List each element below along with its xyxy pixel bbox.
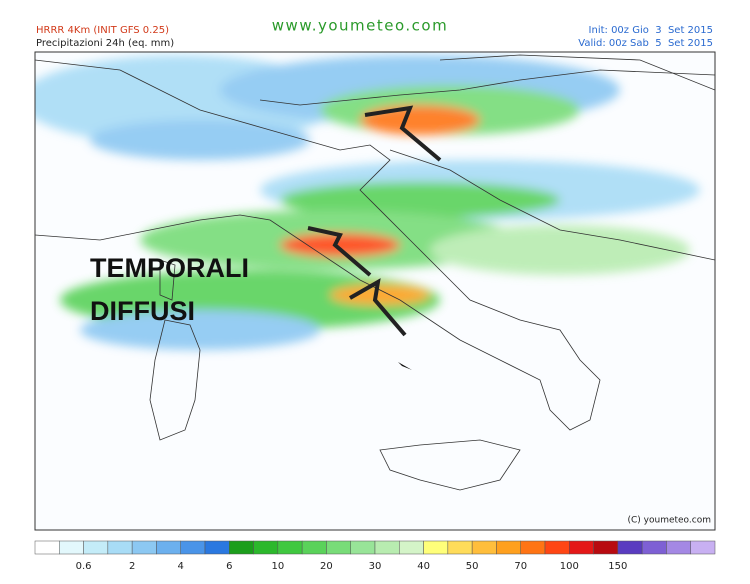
model-label: HRRR 4Km (INIT GFS 0.25) — [36, 25, 169, 36]
colorbar-label: 40 — [417, 561, 430, 572]
colorbar-swatch — [277, 540, 303, 555]
colorbar-swatch — [59, 540, 84, 555]
colorbar-swatch — [666, 540, 691, 555]
colorbar-swatch — [180, 540, 206, 555]
field-label: Precipitazioni 24h (eq. mm) — [36, 38, 174, 49]
colorbar-label: 50 — [466, 561, 479, 572]
colorbar-swatch — [593, 540, 619, 555]
colorbar-swatch — [496, 540, 521, 555]
colorbar-swatch — [301, 540, 327, 555]
colorbar-label: 70 — [514, 561, 527, 572]
colorbar-swatch — [253, 540, 279, 555]
colorbar-swatch — [156, 540, 181, 555]
colorbar-swatch — [83, 540, 109, 555]
colorbar-label: 4 — [178, 561, 184, 572]
colorbar-label: 150 — [608, 561, 627, 572]
colorbar-swatch — [374, 540, 400, 555]
colorbar-swatch — [399, 540, 424, 555]
site-label: www.youmeteo.com — [272, 17, 448, 35]
colorbar-swatch — [690, 540, 716, 555]
colorbar-swatch — [229, 540, 254, 555]
colorbar-swatch — [204, 540, 230, 555]
copyright: (C) youmeteo.com — [627, 516, 711, 526]
map-frame — [34, 51, 716, 531]
colorbar-swatch — [447, 540, 473, 555]
colorbar-label: 100 — [560, 561, 579, 572]
colorbar-swatch — [326, 540, 351, 555]
annotation-line1: TEMPORALI — [90, 253, 249, 283]
colorbar-swatch — [471, 540, 497, 555]
colorbar-label: 2 — [129, 561, 135, 572]
colorbar-swatch — [350, 540, 376, 555]
valid-label: Valid: 00z Sab 5 Set 2015 — [578, 38, 713, 49]
colorbar-swatch — [423, 540, 449, 555]
colorbar-label: 30 — [369, 561, 382, 572]
colorbar-swatch — [520, 540, 546, 555]
colorbar-label: 20 — [320, 561, 333, 572]
annotation-line2: DIFFUSI — [90, 296, 195, 326]
colorbar-swatch — [544, 540, 570, 555]
colorbar-label: 10 — [271, 561, 284, 572]
colorbar-swatch — [107, 540, 133, 555]
init-label: Init: 00z Gio 3 Set 2015 — [589, 25, 713, 36]
colorbar-swatch — [569, 540, 594, 555]
colorbar-swatch — [641, 540, 667, 555]
colorbar-label: 6 — [226, 561, 232, 572]
colorbar-swatch — [34, 540, 60, 555]
colorbar-swatch — [131, 540, 157, 555]
colorbar-swatch — [617, 540, 643, 555]
map — [35, 52, 715, 530]
colorbar-label: 0.6 — [76, 561, 92, 572]
colorbar: 0.6 2 4 6 10 20 30 40 50 70 100 150 — [34, 540, 716, 572]
